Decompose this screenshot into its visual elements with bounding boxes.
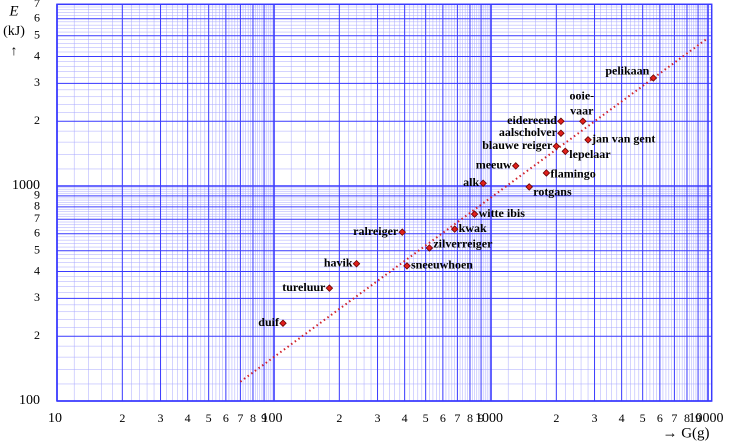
trend-line	[239, 37, 709, 383]
x-tick-label: 3	[158, 411, 164, 425]
x-tick-label: 6	[657, 411, 663, 425]
y-tick-label: 3	[34, 75, 40, 89]
y-tick-label: 2	[34, 113, 40, 127]
y-tick-label: 100	[19, 393, 40, 408]
x-tick-label: 4	[619, 411, 625, 425]
x-tick-label: 2	[553, 411, 559, 425]
point-label: blauwe reiger	[482, 138, 553, 152]
point-label: meeuw	[476, 158, 512, 172]
point-label: havik	[324, 255, 353, 269]
x-tick-label: 8	[250, 411, 256, 425]
x-tick-label: 6	[223, 411, 229, 425]
grid	[56, 3, 713, 402]
point-label: sneeuwhoen	[411, 258, 473, 272]
point-label: duif	[258, 315, 280, 329]
y-tick-label: 7	[34, 211, 40, 225]
x-tick-label: 7	[454, 411, 460, 425]
point-label: pelikaan	[605, 64, 649, 78]
x-tick-label: 7	[237, 411, 243, 425]
data-point	[584, 136, 592, 144]
x-tick-label: 10	[48, 411, 62, 426]
data-point	[352, 259, 361, 268]
data-point	[403, 262, 411, 270]
point-label: kwak	[459, 221, 487, 235]
x-tick-label: 1000	[475, 411, 503, 426]
y-tick-label: 5	[34, 27, 40, 41]
y-axis-label: ↑	[11, 44, 18, 59]
y-tick-label: 2	[34, 328, 40, 342]
y-tick-label: 6	[34, 225, 40, 239]
x-tick-label: 5	[423, 411, 429, 425]
x-tick-label: 5	[640, 411, 646, 425]
point-label: ralreiger	[353, 224, 399, 238]
x-tick-label: 6	[440, 411, 446, 425]
y-tick-label: 8	[34, 199, 40, 213]
point-label: witte ibis	[479, 206, 526, 220]
data-point	[649, 74, 658, 82]
data-point	[561, 147, 570, 156]
data-point	[552, 142, 561, 151]
x-tick-label: 10000	[689, 411, 724, 426]
x-tick-label: 100	[262, 411, 283, 426]
x-tick-label: 8	[684, 411, 690, 425]
x-tick-label: 8	[467, 411, 473, 425]
data-point	[511, 162, 520, 170]
x-tick-label: 9	[695, 411, 701, 425]
y-tick-label: 3	[34, 290, 40, 304]
point-label: ooie-vaar	[570, 88, 595, 117]
point-label: alk	[463, 175, 479, 189]
data-point	[325, 284, 334, 292]
data-point	[425, 244, 434, 252]
y-tick-label: 4	[34, 48, 40, 62]
x-tick-label: 4	[402, 411, 408, 425]
x-tick-label: 2	[119, 411, 125, 425]
data-point	[542, 169, 551, 177]
data-point	[557, 117, 565, 126]
plot-frame	[56, 3, 713, 402]
y-tick-label: 4	[34, 263, 40, 277]
y-axis-label: E	[8, 3, 18, 19]
x-tick-label: 3	[375, 411, 381, 425]
point-label: jan van gent	[591, 132, 655, 146]
point-label: rotgans	[533, 185, 572, 199]
x-tick-label: 4	[185, 411, 191, 425]
y-tick-label: 7	[34, 0, 40, 10]
x-tick-label: 5	[206, 411, 212, 425]
marks: duif tureluur havik ralreiger sneeuwhoen zilv…	[239, 37, 709, 383]
data-point	[279, 319, 287, 327]
x-tick-label: 3	[592, 411, 598, 425]
y-tick-label: 9	[34, 188, 40, 202]
y-axis-label: (kJ)	[3, 24, 25, 39]
point-label: eidereend	[507, 113, 557, 127]
point-label: lepelaar	[569, 147, 611, 161]
point-label: aalscholver	[499, 125, 558, 139]
x-tick-label: 9	[478, 411, 484, 425]
x-tick-label: 2	[336, 411, 342, 425]
y-tick-label: 1000	[12, 178, 40, 193]
data-point	[450, 225, 459, 233]
data-point	[398, 228, 407, 236]
data-point	[479, 179, 487, 188]
point-label: flamingo	[550, 167, 595, 181]
y-tick-label: 5	[34, 242, 40, 256]
point-label: tureluur	[282, 280, 326, 294]
data-point	[579, 117, 587, 126]
x-axis-label: → G(g)	[662, 425, 709, 441]
data-point	[525, 183, 533, 191]
y-tick-label: 6	[34, 10, 40, 24]
x-tick-label: 9	[261, 411, 267, 425]
data-point	[557, 129, 565, 137]
x-tick-label: 7	[671, 411, 677, 425]
point-label: zilverreiger	[433, 237, 493, 251]
data-point	[470, 210, 479, 218]
